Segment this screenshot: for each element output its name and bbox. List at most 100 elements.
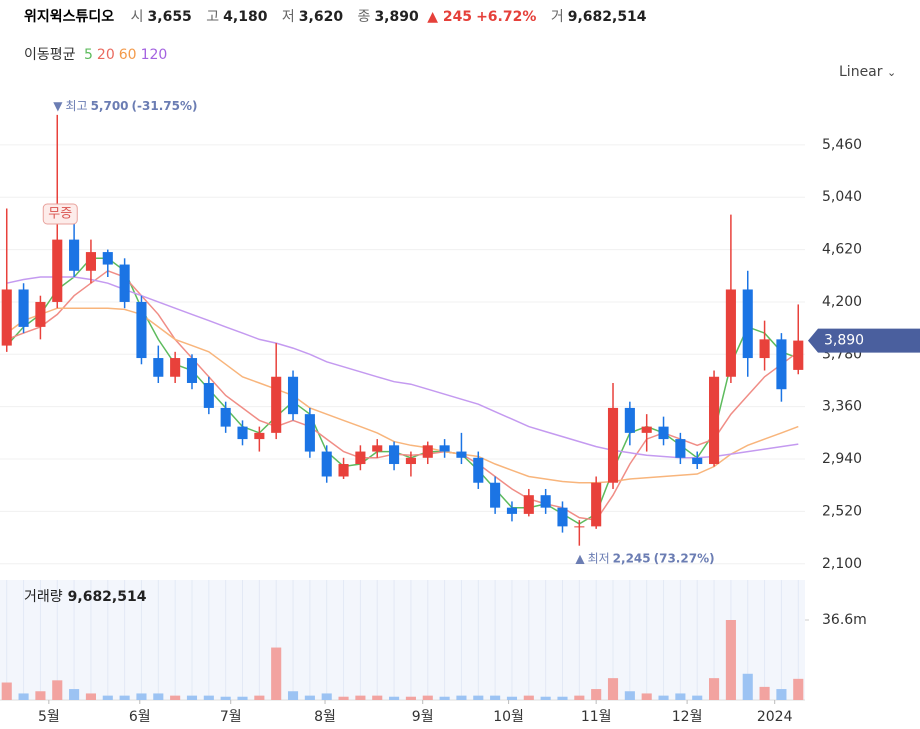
annotation-part: 최고: [65, 98, 87, 112]
candle-body: [692, 457, 703, 465]
volume-bar: [709, 678, 720, 700]
candle-body: [607, 407, 619, 483]
volume-bar: [692, 695, 703, 700]
last-price-label: 3,890: [824, 333, 864, 349]
volume-bar: [439, 696, 450, 700]
volume-bar: [675, 693, 686, 700]
volume-bar: [490, 695, 501, 700]
volume-bar: [776, 689, 787, 700]
volume-bar: [641, 693, 652, 700]
badge-box: [42, 203, 78, 225]
x-tick-label: 9월: [412, 709, 434, 725]
value: 3,620: [298, 9, 344, 25]
ma-legend-item: 20: [96, 47, 115, 63]
candle-body: [574, 526, 585, 528]
candle-body: [153, 358, 164, 377]
candle-body: [793, 340, 804, 370]
x-tick-label: 11월: [581, 709, 612, 725]
ma-legend-item: 60: [118, 47, 137, 63]
candle-body: [69, 239, 80, 271]
candle-body: [271, 376, 282, 433]
volume-bar: [658, 695, 669, 700]
volume-bar: [321, 693, 332, 700]
volume-bar: [220, 696, 231, 700]
volume-bar: [102, 695, 113, 700]
candle-body: [321, 451, 332, 477]
candle-body: [523, 495, 534, 514]
x-tick-label: 7월: [220, 709, 242, 725]
y-tick-label: 4,620: [822, 242, 862, 258]
candle-body: [254, 432, 265, 440]
stock-name: 위지윅스튜디오: [24, 9, 115, 25]
candle-body: [220, 407, 231, 427]
ma-legend-item: 120: [140, 47, 168, 63]
candle-body: [557, 507, 568, 527]
candle-body: [473, 457, 484, 483]
annotation-part: 2,245: [613, 551, 651, 565]
volume-bar: [35, 691, 46, 700]
annotation-part: ▲: [575, 551, 585, 565]
volume-bar: [557, 696, 568, 700]
volume-bar: [540, 696, 551, 700]
volume-bar: [742, 673, 753, 700]
annotation-part: 최저: [588, 551, 610, 565]
ma-legend-label: 이동평균: [24, 47, 76, 63]
x-tick-label: 6월: [129, 709, 151, 725]
value: 9,682,514: [567, 9, 647, 25]
value: 3,890: [374, 9, 419, 25]
volume-bar: [203, 695, 214, 700]
candle-body: [389, 445, 400, 465]
label: 거: [550, 9, 564, 25]
badge: 무증: [48, 207, 72, 222]
volume-bar: [85, 693, 96, 700]
y-tick-label: 2,520: [822, 503, 862, 519]
candle-body: [186, 358, 198, 383]
volume-bar: [153, 693, 164, 700]
candle-body: [456, 451, 467, 458]
volume-bar: [119, 695, 130, 700]
volume-bar: [523, 695, 534, 700]
scale-mode[interactable]: Linear ⌄: [839, 64, 896, 80]
annotation-part: (-31.75%): [132, 98, 198, 112]
volume-bar: [254, 695, 265, 700]
candle-body: [102, 252, 113, 265]
label: 종: [357, 9, 371, 25]
volume-bar: [405, 696, 416, 700]
candle-body: [372, 445, 383, 452]
volume-bar: [372, 695, 383, 700]
y-tick-label: 2,940: [822, 451, 862, 467]
candle-body: [591, 482, 602, 527]
scale-mode-label: Linear: [839, 64, 883, 80]
extreme-annotation: ▲ 최저 2,245 (73.27%): [575, 551, 714, 565]
value: 4,180: [223, 9, 268, 25]
volume-bar: [725, 620, 736, 700]
candle-body: [439, 445, 450, 452]
label: 저: [281, 9, 295, 25]
candle-body: [540, 495, 551, 508]
candle-body: [170, 358, 181, 377]
volume-bar: [271, 647, 282, 700]
volume-bar: [624, 691, 635, 700]
volume-title-value: 9,682,514: [68, 589, 147, 605]
candle-body: [52, 239, 63, 302]
volume-bar: [18, 693, 29, 700]
candle-body: [776, 339, 787, 390]
candle-body: [1, 289, 12, 346]
candle-body: [641, 426, 652, 433]
volume-bar: [69, 689, 80, 700]
volume-title: 거래량 9,682,514: [24, 589, 147, 605]
y-tick-label: 2,100: [822, 556, 862, 572]
volume-bar: [1, 682, 12, 700]
volume-bar: [389, 696, 400, 700]
volume-title-label: 거래량: [24, 589, 63, 605]
last-price-tag: [808, 328, 920, 353]
volume-bar: [607, 678, 619, 700]
candle-body: [405, 457, 416, 465]
x-tick-label: 12월: [672, 709, 703, 725]
candle-body: [709, 376, 720, 465]
candle-body: [675, 439, 686, 458]
volume-bar: [506, 696, 518, 700]
y-tick-label: 5,040: [822, 189, 862, 205]
ma-legend-item: 5: [83, 47, 93, 63]
